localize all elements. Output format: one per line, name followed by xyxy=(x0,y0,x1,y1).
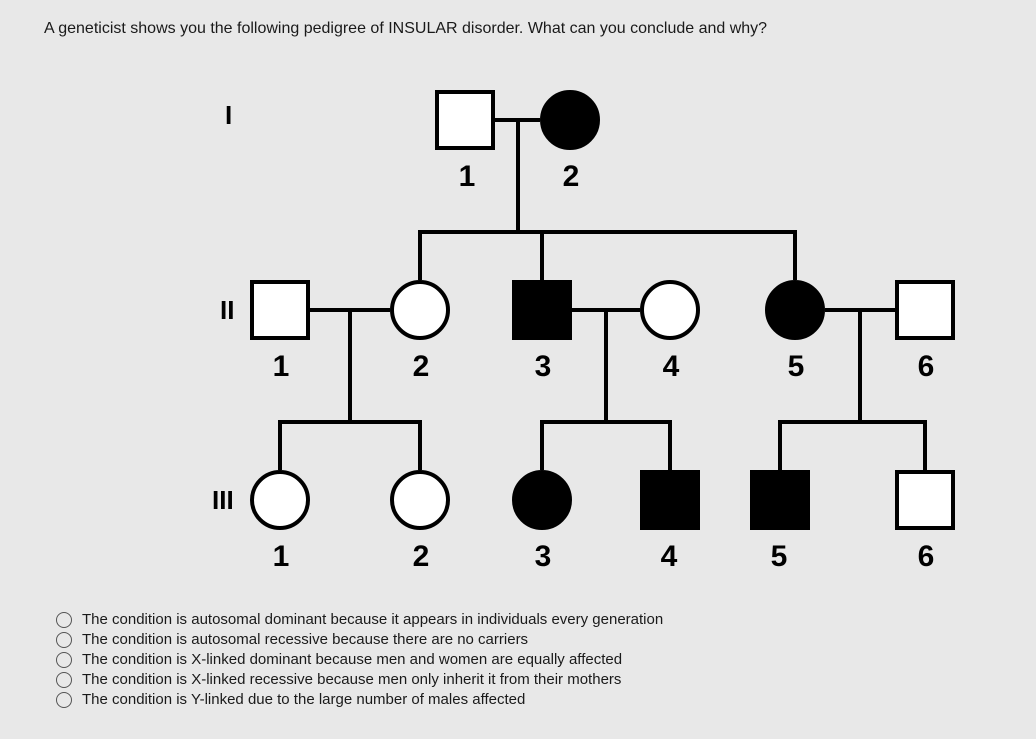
label-II-5: 5 xyxy=(781,350,811,384)
question-text: A geneticist shows you the following ped… xyxy=(44,20,767,38)
gen-label-2: II xyxy=(220,295,234,326)
label-III-4: 4 xyxy=(654,540,684,574)
drop-III-6 xyxy=(923,420,927,470)
individual-I-1 xyxy=(435,90,495,150)
individual-III-3 xyxy=(512,470,572,530)
radio-icon xyxy=(56,692,72,708)
drop-III-5 xyxy=(778,420,782,470)
option-b[interactable]: The condition is autosomal recessive bec… xyxy=(56,631,663,648)
desc-II-56 xyxy=(858,310,862,420)
option-c[interactable]: The condition is X-linked dominant becau… xyxy=(56,651,663,668)
sib-III-34 xyxy=(540,420,670,424)
individual-III-4 xyxy=(640,470,700,530)
individual-I-2 xyxy=(540,90,600,150)
desc-II-34 xyxy=(604,310,608,420)
label-III-1: 1 xyxy=(266,540,296,574)
individual-III-1 xyxy=(250,470,310,530)
sib-III-12 xyxy=(278,420,422,424)
individual-II-5 xyxy=(765,280,825,340)
label-III-6: 6 xyxy=(911,540,941,574)
individual-III-6 xyxy=(895,470,955,530)
label-II-3: 3 xyxy=(528,350,558,384)
option-c-text: The condition is X-linked dominant becau… xyxy=(82,651,622,668)
label-III-5: 5 xyxy=(764,540,794,574)
drop-II-2 xyxy=(418,230,422,280)
individual-II-2 xyxy=(390,280,450,340)
label-I-1: 1 xyxy=(452,160,482,194)
desc-II-12 xyxy=(348,310,352,420)
label-III-3: 3 xyxy=(528,540,558,574)
individual-II-4 xyxy=(640,280,700,340)
drop-III-2 xyxy=(418,420,422,470)
sib-III-56 xyxy=(778,420,925,424)
drop-II-5 xyxy=(793,230,797,280)
drop-III-4 xyxy=(668,420,672,470)
sibling-line-II xyxy=(418,230,797,234)
pedigree-diagram: I 1 2 II 1 2 3 4 5 6 III 1 2 3 4 5 6 xyxy=(170,80,990,580)
radio-icon xyxy=(56,672,72,688)
option-b-text: The condition is autosomal recessive bec… xyxy=(82,631,528,648)
gen-label-3: III xyxy=(212,485,234,516)
label-II-2: 2 xyxy=(406,350,436,384)
radio-icon xyxy=(56,652,72,668)
gen-label-1: I xyxy=(225,100,232,131)
radio-icon xyxy=(56,632,72,648)
option-e[interactable]: The condition is Y-linked due to the lar… xyxy=(56,691,663,708)
label-II-1: 1 xyxy=(266,350,296,384)
label-II-4: 4 xyxy=(656,350,686,384)
radio-icon xyxy=(56,612,72,628)
label-III-2: 2 xyxy=(406,540,436,574)
answer-options: The condition is autosomal dominant beca… xyxy=(56,608,663,711)
individual-II-1 xyxy=(250,280,310,340)
drop-III-1 xyxy=(278,420,282,470)
option-d-text: The condition is X-linked recessive beca… xyxy=(82,671,621,688)
option-a-text: The condition is autosomal dominant beca… xyxy=(82,611,663,628)
drop-III-3 xyxy=(540,420,544,470)
individual-II-6 xyxy=(895,280,955,340)
label-I-2: 2 xyxy=(556,160,586,194)
individual-II-3 xyxy=(512,280,572,340)
option-d[interactable]: The condition is X-linked recessive beca… xyxy=(56,671,663,688)
individual-III-5 xyxy=(750,470,810,530)
option-a[interactable]: The condition is autosomal dominant beca… xyxy=(56,611,663,628)
drop-II-3 xyxy=(540,230,544,280)
option-e-text: The condition is Y-linked due to the lar… xyxy=(82,691,525,708)
label-II-6: 6 xyxy=(911,350,941,384)
individual-III-2 xyxy=(390,470,450,530)
desc-line-I xyxy=(516,120,520,230)
